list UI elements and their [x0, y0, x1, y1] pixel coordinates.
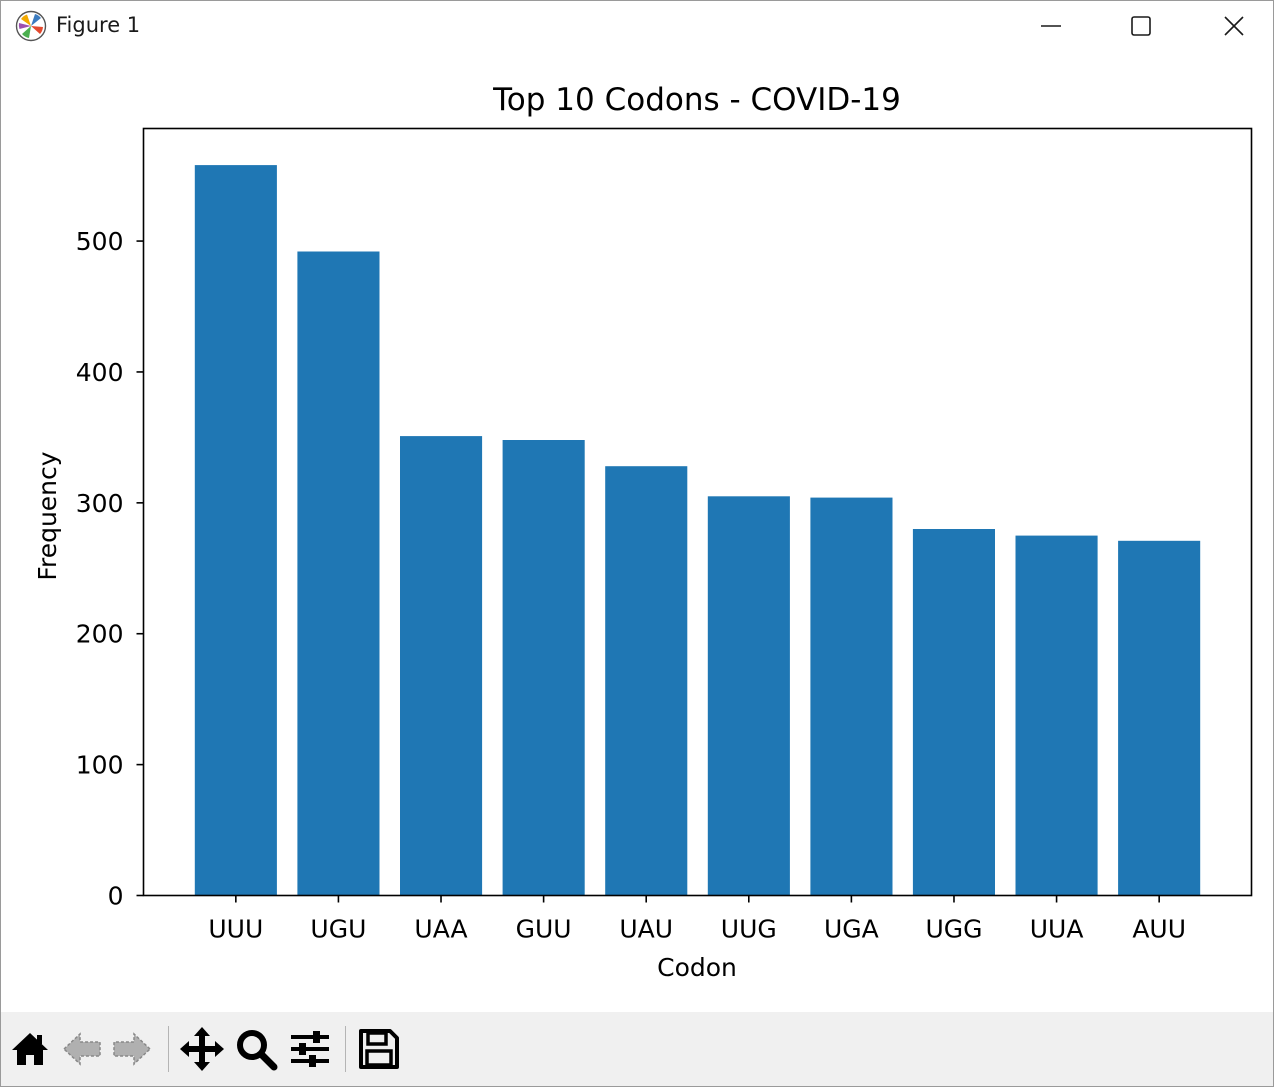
forward-button[interactable] [109, 1026, 155, 1072]
navigation-toolbar [1, 1012, 1273, 1086]
x-tick-label: UUA [1030, 915, 1084, 944]
figure-canvas[interactable]: Top 10 Codons - COVID-19 UUU UGU UAA GUU UAU… [2, 51, 1273, 1012]
y-tick-label: 300 [76, 489, 124, 518]
y-tick-label: 200 [76, 620, 124, 649]
x-axis-ticks: UUU UGU UAA GUU UAU UUG UGA UGG UUA AUU [208, 895, 1186, 944]
sliders-icon [291, 1031, 329, 1067]
bar-uua [1015, 535, 1098, 896]
y-tick-label: 0 [108, 882, 124, 911]
bar-uaa [400, 436, 483, 896]
y-tick-label: 400 [76, 358, 124, 387]
bar-guu [502, 440, 585, 896]
zoom-button[interactable] [233, 1026, 279, 1072]
close-button[interactable] [1188, 1, 1273, 51]
bars-group [194, 165, 1201, 896]
x-tick-label: UUG [721, 915, 777, 944]
toolbar-separator [345, 1026, 346, 1072]
x-tick-label: UGU [310, 915, 366, 944]
x-axis-label: Codon [657, 953, 737, 982]
close-icon [1224, 16, 1244, 36]
save-button[interactable] [356, 1026, 402, 1072]
x-tick-label: UAU [619, 915, 673, 944]
move-icon [180, 1027, 224, 1071]
x-tick-label: UAA [414, 915, 467, 944]
minimize-icon [1041, 25, 1061, 27]
maximize-icon [1131, 16, 1151, 36]
chart-title: Top 10 Codons - COVID-19 [492, 82, 901, 118]
window-title: Figure 1 [56, 13, 141, 37]
back-arrow-icon [62, 1032, 101, 1066]
configure-subplots-button[interactable] [287, 1026, 333, 1072]
bar-auu [1118, 540, 1201, 896]
back-button[interactable] [59, 1026, 105, 1072]
x-tick-label: AUU [1132, 915, 1186, 944]
bar-uug [707, 496, 790, 896]
x-tick-label: GUU [516, 915, 572, 944]
y-tick-label: 500 [76, 227, 124, 256]
bar-chart: Top 10 Codons - COVID-19 UUU UGU UAA GUU UAU… [33, 82, 1253, 982]
bar-uuu [194, 165, 277, 896]
forward-arrow-icon [113, 1032, 152, 1066]
bar-ugg [912, 529, 995, 896]
home-button[interactable] [7, 1026, 53, 1072]
plot-frame [142, 127, 1253, 897]
title-bar[interactable]: Figure 1 [1, 1, 1273, 51]
x-tick-label: UGG [925, 915, 982, 944]
x-tick-label: UUU [208, 915, 263, 944]
bar-uga [810, 497, 893, 896]
home-icon [12, 1033, 48, 1065]
maximize-button[interactable] [1095, 1, 1187, 51]
pan-button[interactable] [179, 1026, 225, 1072]
zoom-icon [237, 1030, 278, 1071]
bar-uau [605, 466, 688, 896]
y-axis-label: Frequency [33, 451, 62, 580]
matplotlib-logo-icon [15, 10, 47, 42]
bar-ugu [297, 251, 380, 896]
minimize-button[interactable] [1005, 1, 1097, 51]
y-axis-ticks: 0 100 200 300 400 500 [76, 227, 144, 911]
x-tick-label: UGA [824, 915, 879, 944]
y-tick-label: 100 [76, 751, 124, 780]
save-icon [359, 1029, 399, 1069]
toolbar-separator [168, 1026, 169, 1072]
